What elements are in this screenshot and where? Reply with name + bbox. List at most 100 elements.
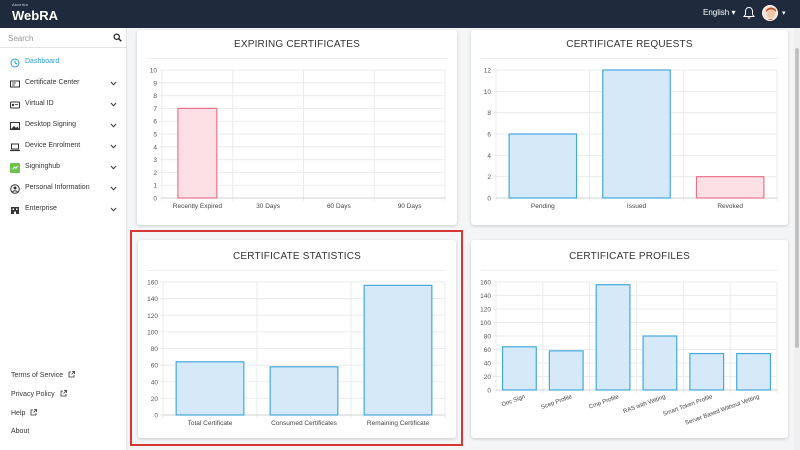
certificate-icon <box>10 80 20 88</box>
sidebar-item-label: Certificate Center <box>25 79 80 86</box>
card-divider <box>481 58 778 59</box>
chevron-down-icon <box>110 102 117 107</box>
card-title: CERTIFICATE STATISTICS <box>232 251 362 262</box>
scrollbar[interactable] <box>794 28 800 450</box>
expiring-certificates-chart: 0 1 2 3 4 5 6 7 8 9 10 Recently Expired 30 Days 60 Da… <box>150 68 446 210</box>
chevron-down-icon <box>110 165 117 170</box>
x-tick-label: Recently Expired <box>173 203 223 210</box>
search-box <box>0 28 127 48</box>
sidebar-item-dashboard[interactable]: Dashboard <box>0 54 127 72</box>
bar <box>269 366 339 416</box>
chevron-down-icon <box>110 144 117 149</box>
y-tick-label: 8 <box>487 110 491 117</box>
bell-icon[interactable] <box>742 6 756 20</box>
x-tick-label: 30 Days <box>256 203 281 210</box>
bar <box>501 346 537 391</box>
expiring-certificates-card: EXPIRING CERTIFICATES 0 1 2 3 4 5 6 7 8 9 10 Recent… <box>137 30 457 225</box>
bar <box>602 69 671 199</box>
bar <box>695 176 765 199</box>
y-tick-label: 1 <box>153 183 157 190</box>
avatar[interactable] <box>762 5 778 21</box>
help-link[interactable]: Help <box>11 409 38 417</box>
x-tick-label: 60 Days <box>327 203 352 210</box>
bar <box>508 133 578 199</box>
footer-link-label: Terms of Service <box>11 372 64 379</box>
sidebar-item-desktop-signing[interactable]: Desktop Signing <box>0 117 127 135</box>
certificate-requests-chart: 0 2 4 6 8 10 12 Pending Issued Revoked <box>484 68 778 210</box>
brand-name: WebRA <box>12 8 58 23</box>
y-tick-label: 5 <box>153 132 157 139</box>
sidebar-item-label: Dashboard <box>25 58 60 65</box>
y-tick-label: 160 <box>480 280 491 287</box>
x-tick-label: RAS with Vetting <box>623 394 667 415</box>
privacy-policy-link[interactable]: Privacy Policy <box>11 390 67 398</box>
bar <box>595 284 631 391</box>
bar <box>642 335 678 391</box>
y-tick-label: 140 <box>147 296 158 303</box>
y-tick-label: 0 <box>487 196 491 203</box>
user-circle-icon <box>10 184 20 194</box>
sidebar-item-virtual-id[interactable]: Virtual ID <box>0 96 127 114</box>
y-tick-label: 60 <box>151 363 159 370</box>
top-navbar: Ascertia WebRA English ▾ ▾ <box>0 0 800 28</box>
y-tick-label: 100 <box>480 320 491 327</box>
sidebar-item-label: Device Enrolment <box>25 142 81 149</box>
y-tick-label: 10 <box>150 68 158 75</box>
chevron-down-icon <box>110 207 117 212</box>
external-link-icon <box>30 409 38 416</box>
sidebar-item-label: Virtual ID <box>25 100 54 107</box>
x-tick-label: Consumed Certificates <box>271 420 337 427</box>
certificate-profiles-chart: 0 20 40 60 80 100 120 140 160 Doc Sign Scep Profil… <box>480 280 778 427</box>
id-card-icon <box>10 101 20 109</box>
y-tick-label: 6 <box>487 132 491 139</box>
search-input[interactable] <box>8 31 108 45</box>
y-tick-label: 80 <box>484 334 492 341</box>
bar <box>177 107 218 199</box>
y-tick-label: 8 <box>153 93 157 100</box>
building-icon <box>11 207 19 214</box>
y-tick-label: 0 <box>154 413 158 420</box>
x-tick-label: Doc Sign <box>501 394 526 408</box>
y-tick-label: 0 <box>153 196 157 203</box>
language-selector[interactable]: English ▾ <box>703 8 736 17</box>
scrollbar-thumb[interactable] <box>795 48 799 348</box>
sidebar-item-label: Desktop Signing <box>25 121 76 128</box>
chevron-down-icon <box>110 81 117 86</box>
y-tick-label: 80 <box>151 346 159 353</box>
about-link[interactable]: About <box>11 428 29 435</box>
user-menu[interactable]: ▾ <box>762 5 792 23</box>
sidebar-item-personal-information[interactable]: Personal Information <box>0 180 127 198</box>
bar <box>548 350 584 391</box>
y-tick-label: 20 <box>151 396 159 403</box>
search-icon[interactable] <box>113 33 122 42</box>
bar <box>363 284 433 416</box>
footer-link-label: Help <box>11 410 26 417</box>
y-tick-label: 4 <box>153 144 157 151</box>
highlight-box <box>130 230 463 446</box>
y-tick-label: 40 <box>151 379 159 386</box>
x-tick-label: Pending <box>531 203 555 210</box>
card-title: CERTIFICATE PROFILES <box>569 251 690 262</box>
sidebar-item-label: Enterprise <box>25 205 57 212</box>
sidebar-item-enterprise[interactable]: Enterprise <box>0 201 127 219</box>
terms-of-service-link[interactable]: Terms of Service <box>11 371 75 379</box>
image-icon <box>10 122 20 130</box>
brand-logo[interactable]: Ascertia WebRA <box>12 2 58 24</box>
user-face-icon <box>763 6 777 20</box>
footer-link-label: Privacy Policy <box>11 391 55 398</box>
x-tick-label: 90 Days <box>398 203 423 210</box>
clock-icon <box>10 58 20 68</box>
certificate-requests-card: CERTIFICATE REQUESTS 0 2 4 6 8 10 12 Pending Iss… <box>471 30 788 225</box>
signinghub-icon <box>10 163 20 173</box>
sidebar-item-signinghub[interactable]: Signinghub <box>0 159 127 177</box>
sidebar-item-certificate-center[interactable]: Certificate Center <box>0 75 127 93</box>
x-tick-label: Issued <box>627 203 647 210</box>
chevron-down-icon <box>110 123 117 128</box>
y-tick-label: 4 <box>487 153 491 160</box>
y-tick-label: 20 <box>484 374 492 381</box>
chevron-down-icon <box>110 186 117 191</box>
sidebar-item-device-enrolment[interactable]: Device Enrolment <box>0 138 127 156</box>
bar <box>736 352 772 391</box>
x-tick-label: Total Certificate <box>188 420 233 427</box>
card-title: CERTIFICATE REQUESTS <box>566 39 693 50</box>
